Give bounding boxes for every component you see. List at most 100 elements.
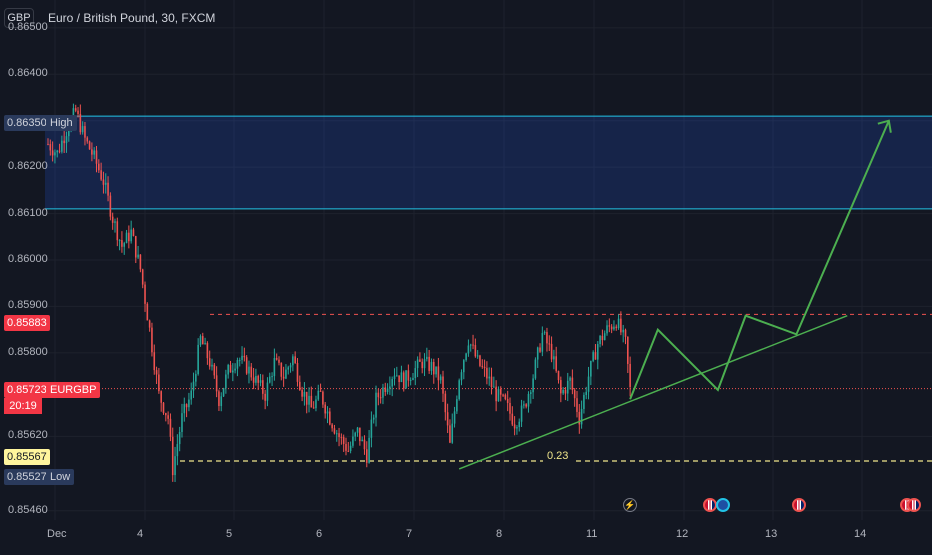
candle-body	[615, 326, 618, 329]
candle-body	[273, 358, 276, 377]
candle-body	[340, 437, 343, 439]
supply-zone[interactable]	[45, 115, 932, 210]
price-tick-label: 0.86400	[8, 67, 48, 80]
time-tick-label: 5	[226, 528, 233, 540]
candle-body	[543, 332, 546, 334]
symbol-legend[interactable]: Euro / British Pound, 30, FXCM	[48, 11, 216, 25]
candle-body	[248, 366, 250, 374]
candle-body	[365, 449, 368, 463]
candle-body	[49, 144, 52, 151]
candle-body	[208, 358, 211, 367]
candle-body	[204, 343, 206, 345]
candle-body	[104, 182, 107, 185]
candle-body	[557, 370, 560, 381]
candle-body	[576, 398, 578, 412]
candle-body	[389, 386, 391, 389]
bar-countdown: 20:19	[4, 398, 42, 414]
candle-body	[627, 336, 629, 364]
time-tick-label: 11	[586, 528, 598, 540]
candle-body	[130, 229, 132, 242]
candle-body	[227, 364, 229, 375]
candle-body	[132, 229, 135, 237]
candle-body	[532, 378, 534, 393]
candle-body	[483, 366, 486, 368]
candle-body	[583, 394, 585, 409]
candle-body	[359, 427, 361, 442]
candle-body	[562, 390, 564, 394]
fib-price-label: 0.85567	[4, 449, 50, 465]
candle-body	[190, 390, 193, 400]
projection-path[interactable]	[629, 120, 890, 400]
candle-body	[47, 143, 49, 145]
candle-body	[201, 336, 204, 345]
candle-body	[285, 369, 287, 379]
candle-body	[324, 404, 326, 414]
candle-body	[349, 445, 352, 451]
candle-body	[585, 391, 588, 395]
supply-zone-fill[interactable]	[45, 116, 932, 209]
candle-body	[114, 221, 116, 223]
candle-body	[426, 356, 428, 360]
candle-body	[95, 150, 98, 164]
candle-body	[513, 424, 516, 429]
candle-body	[465, 353, 467, 361]
candle-body	[499, 389, 502, 395]
candle-body	[84, 126, 86, 138]
candle-body	[603, 333, 606, 341]
uk-flag-icon[interactable]	[792, 498, 806, 512]
candle-body	[338, 433, 340, 438]
candle-body	[245, 357, 248, 374]
fib-level-label: 0.23	[543, 450, 573, 462]
candle-body	[587, 376, 590, 392]
candle-body	[100, 170, 102, 180]
candle-body	[160, 391, 162, 403]
candle-body	[232, 370, 234, 373]
candle-body	[128, 232, 130, 242]
candle-body	[463, 360, 465, 373]
candle-body	[213, 364, 216, 376]
candle-body	[421, 361, 424, 369]
candle-body	[72, 108, 75, 118]
candle-body	[296, 363, 299, 382]
projection-arrowhead	[877, 119, 892, 133]
candle-body	[58, 150, 61, 152]
candle-body	[610, 326, 613, 330]
candle-body	[497, 389, 500, 402]
drawings[interactable]	[458, 119, 892, 470]
trendline[interactable]	[458, 315, 848, 470]
candle-body	[236, 360, 239, 369]
candle-body	[456, 399, 458, 412]
candle-body	[301, 389, 303, 397]
candle-body	[571, 377, 574, 390]
candle-body	[435, 366, 437, 375]
candle-body	[141, 269, 144, 285]
lightning-icon[interactable]: ⚡	[623, 498, 637, 512]
candle-body	[79, 113, 82, 133]
candle-body	[469, 344, 472, 346]
candle-body	[555, 356, 557, 371]
current-price-label: 0.85723	[4, 382, 50, 398]
candle-body	[523, 404, 525, 406]
candle-body	[88, 141, 91, 150]
candle-body	[303, 391, 306, 397]
candle-body	[407, 370, 410, 381]
uk-flag-icon[interactable]	[907, 498, 921, 512]
candle-body	[423, 359, 426, 369]
candle-body	[428, 356, 430, 371]
price-tick-label: 0.85460	[8, 503, 48, 516]
candle-body	[238, 359, 241, 361]
currency-button[interactable]: GBP	[4, 8, 34, 28]
eu-flag-icon[interactable]	[716, 498, 730, 512]
uk-flag-icon[interactable]	[703, 498, 717, 512]
price-tick-label: 0.86200	[8, 160, 48, 173]
candle-body	[617, 318, 620, 329]
low-price-label: 0.85527	[4, 469, 50, 485]
candle-body	[384, 387, 387, 392]
candle-body	[550, 343, 553, 360]
candle-body	[174, 456, 176, 476]
resistance-price-label: 0.85883	[4, 315, 50, 331]
candle-body	[529, 392, 532, 394]
candle-body	[509, 402, 511, 414]
